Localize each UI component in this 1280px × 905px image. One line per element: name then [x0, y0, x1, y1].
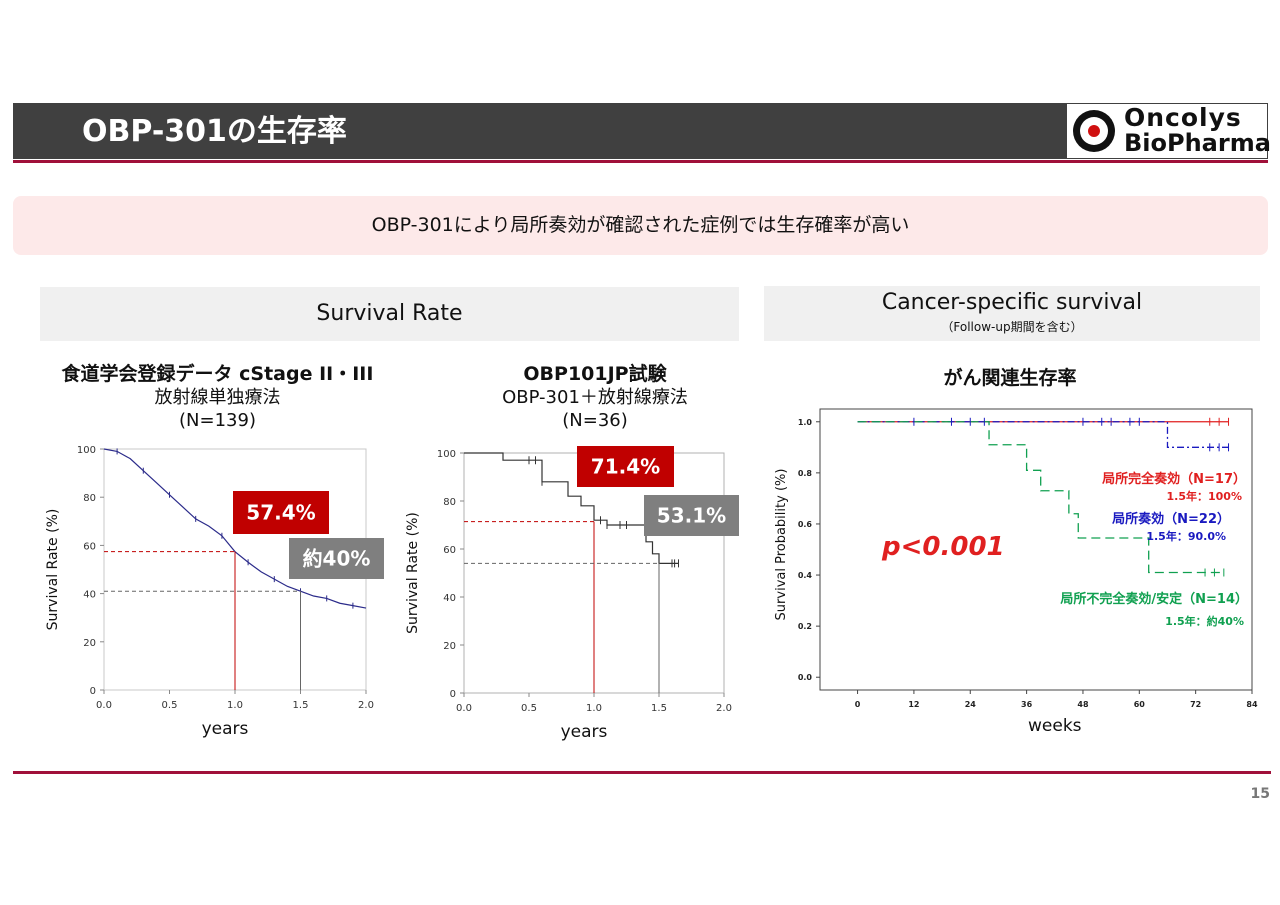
chart1-ylabel: Survival Rate (%)	[45, 509, 61, 631]
chart2-callout-label-red: 71.4%	[591, 455, 660, 479]
chart2-ytick-label: 60	[443, 545, 456, 556]
chart2-ytick-label: 80	[443, 497, 456, 508]
chart1-ytick-label: 60	[83, 541, 96, 552]
chart2-xtick-label: 1.0	[586, 703, 602, 714]
cancer-specific-header	[764, 286, 1260, 341]
chart3-ytick-label: 0.8	[798, 469, 813, 478]
chart3-legend-red: 局所完全奏効（N=17）	[1102, 471, 1246, 487]
chart2-callout-label-gray: 53.1%	[657, 504, 726, 528]
chart2-subtitle: OBP-301＋放射線療法	[502, 387, 688, 408]
chart3-series-blue	[857, 421, 1229, 448]
chart1-ytick-label: 100	[77, 445, 96, 456]
chart3-xtick-label: 12	[908, 700, 919, 709]
chart1-callout-box-red	[233, 491, 329, 534]
chart1-xtick-label: 2.0	[358, 700, 374, 711]
chart2-xtick-label: 2.0	[716, 703, 732, 714]
chart3-plot-frame	[819, 408, 1253, 691]
page-number: 15	[1250, 786, 1270, 802]
chart2-ytick-label: 40	[443, 593, 456, 604]
chart3-xtick-label: 24	[965, 700, 977, 709]
chart3-xtick-label: 48	[1077, 700, 1089, 709]
chart1-callout-box-gray	[289, 538, 384, 579]
survival-rate-title: Survival Rate	[316, 301, 463, 326]
bottom-rule	[13, 771, 1271, 774]
chart3-ytick-label: 1.0	[798, 418, 813, 427]
chart2-title: OBP101JP試験	[523, 363, 667, 385]
chart3-xtick-label: 72	[1190, 700, 1201, 709]
logo-mark-icon	[1073, 110, 1115, 152]
chart2-n-label: (N=36)	[562, 410, 628, 431]
title-bar	[13, 103, 1268, 159]
title-rule	[13, 160, 1268, 163]
chart3-legend-green: 局所不完全奏効/安定（N=14）	[1060, 591, 1248, 607]
chart3-ytick-label: 0.6	[798, 520, 813, 529]
chart1-callout-label-red: 57.4%	[246, 501, 315, 525]
chart3-legend-sub-red: 1.5年：100%	[1167, 489, 1242, 503]
cancer-specific-title: Cancer-specific survival	[881, 290, 1143, 315]
chart3-ytick-label: 0.4	[798, 571, 813, 580]
chart3-p-value: p<0.001	[881, 532, 1005, 562]
chart3-xtick-label: 84	[1246, 700, 1258, 709]
chart1-xtick-label: 1.0	[227, 700, 243, 711]
survival-rate-header	[40, 287, 739, 341]
chart3-series-green	[857, 421, 1224, 574]
chart2-xtick-label: 0.5	[521, 703, 537, 714]
chart3-xtick-label: 0	[855, 700, 861, 709]
chart1-callout-label-gray: 約40%	[303, 547, 371, 571]
chart3-legend-sub-green: 1.5年：約40%	[1165, 614, 1244, 628]
chart2-xtick-label: 1.5	[651, 703, 667, 714]
chart2-callout-box-red	[577, 446, 674, 487]
chart1-xtick-label: 0.5	[162, 700, 178, 711]
cancer-specific-subtitle: （Follow-up期間を含む）	[941, 320, 1083, 334]
chart2-ylabel: Survival Rate (%)	[405, 512, 421, 634]
chart1-ytick-label: 40	[83, 590, 96, 601]
summary-text: OBP-301により局所奏効が確認された症例では生存確率が高い	[371, 214, 910, 236]
chart1-n-label: (N=139)	[179, 410, 256, 431]
page-title: OBP-301の生存率	[82, 114, 347, 149]
chart2-xlabel: years	[561, 722, 608, 742]
chart2-ytick-label: 0	[450, 689, 456, 700]
logo-text-line1: Oncolys	[1124, 103, 1242, 132]
chart1-ytick-label: 80	[83, 493, 96, 504]
chart2-callout-box-gray	[644, 495, 739, 536]
chart3-xlabel: weeks	[1028, 716, 1082, 736]
chart2-ytick-label: 20	[443, 641, 456, 652]
chart3-ytick-label: 0.2	[798, 622, 812, 631]
chart1-xtick-label: 1.5	[293, 700, 309, 711]
chart2-survival-line	[464, 452, 679, 564]
chart2-xtick-label: 0.0	[456, 703, 472, 714]
chart2-ytick-label: 100	[437, 449, 456, 460]
chart1-title: 食道学会登録データ cStage II・III	[61, 363, 374, 385]
summary-box	[13, 196, 1268, 255]
chart3-ylabel: Survival Probability (%)	[774, 469, 789, 621]
chart1-xtick-label: 0.0	[96, 700, 112, 711]
chart1-subtitle: 放射線単独療法	[154, 387, 281, 408]
chart3-legend-blue: 局所奏効（N=22）	[1112, 511, 1230, 527]
chart3-ytick-label: 0.0	[798, 673, 813, 682]
logo-text-line2: BioPharma	[1124, 129, 1271, 157]
chart3-xtick-label: 36	[1021, 700, 1033, 709]
chart3-xtick-label: 60	[1134, 700, 1146, 709]
chart3-legend-sub-blue: 1.5年：90.0%	[1146, 529, 1226, 543]
chart1-ytick-label: 0	[90, 686, 96, 697]
chart1-xlabel: years	[202, 719, 249, 739]
chart3-title: がん関連生存率	[943, 367, 1077, 389]
chart1-ytick-label: 20	[83, 638, 96, 649]
